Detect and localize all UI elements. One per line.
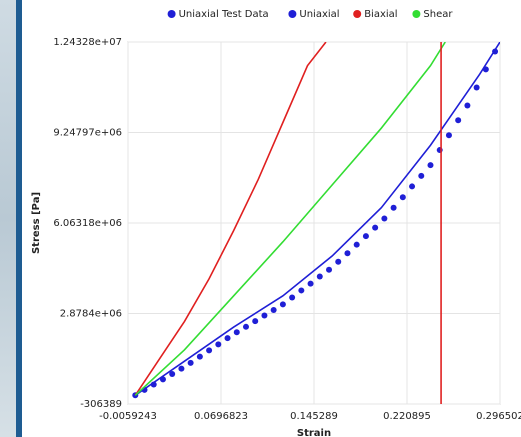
x-tick-label: 0.0696823: [194, 411, 248, 422]
legend-marker: [412, 10, 420, 18]
x-tick-label: 0.145289: [290, 411, 338, 422]
data-point: [271, 307, 277, 313]
x-tick-label: -0.0059243: [99, 411, 157, 422]
legend-marker: [353, 10, 361, 18]
legend-marker: [288, 10, 296, 18]
data-point: [280, 301, 286, 307]
data-point: [381, 216, 387, 222]
data-point: [317, 274, 323, 280]
side-panel: [0, 0, 16, 437]
data-point: [391, 205, 397, 211]
data-point: [243, 324, 249, 330]
y-tick-label: 2.8784e+06: [60, 309, 122, 320]
y-tick-label: -306389: [80, 399, 122, 410]
data-point: [261, 312, 267, 318]
data-point: [455, 117, 461, 123]
data-point: [354, 242, 360, 248]
data-point: [344, 250, 350, 256]
data-point: [427, 162, 433, 168]
y-tick-label: 9.24797e+06: [53, 128, 122, 139]
data-point: [308, 281, 314, 287]
data-point: [215, 341, 221, 347]
data-point: [409, 183, 415, 189]
data-point: [372, 225, 378, 231]
data-point: [446, 132, 452, 138]
data-point: [252, 318, 258, 324]
y-tick-label: 1.24328e+07: [53, 37, 122, 48]
data-point: [363, 233, 369, 239]
legend-label: Uniaxial: [299, 9, 339, 20]
screen: Stress [Pa] Strain -306389 2.8784e+06 6.06…: [0, 0, 521, 437]
y-axis-title: Stress [Pa]: [31, 192, 42, 254]
data-point: [298, 287, 304, 293]
legend-label: Shear: [423, 9, 453, 20]
legend-label: Uniaxial Test Data: [179, 9, 269, 20]
data-point: [197, 354, 203, 360]
x-tick-label: 0.296502: [476, 411, 521, 422]
data-point: [474, 85, 480, 91]
data-point: [326, 267, 332, 273]
x-tick-label: 0.220895: [383, 411, 431, 422]
data-point: [418, 173, 424, 179]
data-point: [464, 102, 470, 108]
data-point: [188, 360, 194, 366]
data-point: [289, 295, 295, 301]
legend-label: Biaxial: [364, 9, 397, 20]
data-point: [234, 329, 240, 335]
data-point: [400, 194, 406, 200]
legend-marker: [168, 10, 176, 18]
data-point: [225, 335, 231, 341]
x-axis-title: Strain: [297, 428, 331, 437]
data-point: [335, 259, 341, 265]
data-point: [206, 347, 212, 353]
y-tick-label: 6.06318e+06: [53, 218, 122, 229]
data-point: [178, 366, 184, 372]
